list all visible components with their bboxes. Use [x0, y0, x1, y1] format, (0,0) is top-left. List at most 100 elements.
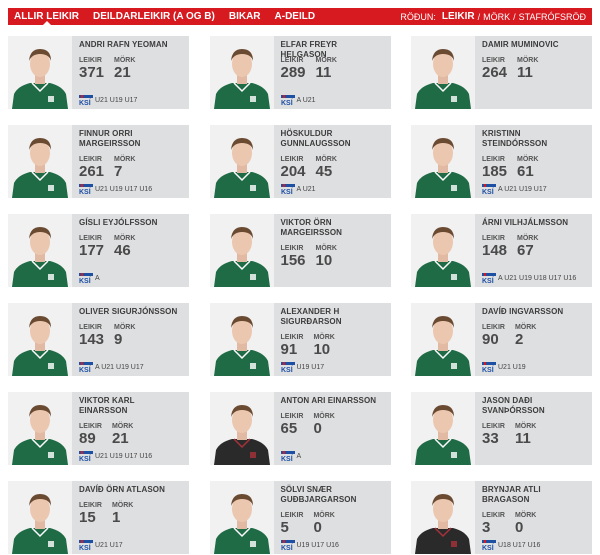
national-teams: U21 U19 U17 U16 — [95, 186, 153, 193]
national-teams: A U21 — [296, 186, 316, 193]
player-photo — [209, 214, 274, 287]
goals-stat: MÖRK 0 — [313, 512, 334, 536]
goals-value: 0 — [313, 519, 322, 536]
player-info: JASON DAÐI SVANÞÓRSSON LEIKIR 33 MÖRK 11 — [475, 392, 592, 465]
games-stat: LEIKIR 264 — [482, 57, 507, 81]
player-photo — [411, 303, 475, 376]
player-stats: LEIKIR 3 MÖRK 0 — [482, 512, 546, 536]
player-card[interactable]: ELFAR FREYR HELGASON LEIKIR 289 MÖRK 11 KSÍ A … — [209, 36, 391, 109]
ksi-logo-icon: KSÍ — [482, 184, 496, 194]
player-photo — [411, 481, 475, 554]
player-photo — [209, 125, 274, 198]
sort-alphabetical[interactable]: STAFRÓFSRÖÐ — [518, 11, 586, 22]
player-card[interactable]: DAMIR MUMINOVIC LEIKIR 264 MÖRK 11 — [411, 36, 592, 109]
ksi-logo-icon: KSÍ — [79, 184, 93, 194]
player-card[interactable]: ÁRNI VILHJÁLMSSON LEIKIR 148 MÖRK 67 KSÍ A U21… — [411, 214, 592, 287]
goals-label: MÖRK — [514, 512, 537, 519]
svg-text:KSÍ: KSÍ — [79, 276, 92, 283]
player-card[interactable]: DAVÍÐ ÖRN ATLASON LEIKIR 15 MÖRK 1 KSÍ U21 U17 — [8, 481, 189, 554]
goals-label: MÖRK — [315, 245, 337, 252]
svg-text:KSÍ: KSÍ — [482, 187, 495, 194]
sort-by-goals[interactable]: MÖRK — [483, 11, 511, 22]
games-label: LEIKIR — [482, 423, 505, 430]
player-info: BRYNJAR ATLI BRAGASON LEIKIR 3 MÖRK 0 KSÍ U18 … — [475, 481, 592, 554]
player-info: SÖLVI SNÆR GUÐBJARGARSON LEIKIR 5 MÖRK 0 KSÍ U… — [273, 481, 391, 554]
player-card[interactable]: OLIVER SIGURJÓNSSON LEIKIR 143 MÖRK 9 KSÍ A U2… — [8, 303, 189, 376]
goals-stat: MÖRK 61 — [517, 156, 538, 180]
ksi-logo-icon: KSÍ — [280, 184, 295, 194]
svg-text:KSÍ: KSÍ — [79, 543, 92, 550]
player-photo-art — [8, 303, 72, 376]
player-grid: ANDRI RAFN YEOMAN LEIKIR 371 MÖRK 21 KSÍ U21 U… — [8, 36, 592, 555]
player-card[interactable]: KRISTINN STEINDÓRSSON LEIKIR 185 MÖRK 61 KSÍ A… — [411, 125, 592, 198]
svg-text:KSÍ: KSÍ — [79, 187, 92, 194]
goals-value: 61 — [517, 163, 534, 180]
player-card[interactable]: GÍSLI EYJÓLFSSON LEIKIR 177 MÖRK 46 KSÍ A — [8, 214, 189, 287]
player-card[interactable]: BRYNJAR ATLI BRAGASON LEIKIR 3 MÖRK 0 KSÍ U18 … — [411, 481, 592, 554]
player-card[interactable]: HÖSKULDUR GUNNLAUGSSON LEIKIR 204 MÖRK 45 KSÍ… — [209, 125, 391, 198]
goals-value: 11 — [517, 64, 533, 81]
tab-league-games[interactable]: DEILDARLEIKIR (A OG B) — [93, 11, 215, 22]
games-value: 143 — [79, 331, 105, 348]
player-photo-art — [8, 36, 72, 109]
svg-text:KSÍ: KSÍ — [79, 365, 92, 372]
games-value: 3 — [482, 519, 491, 536]
player-name: BRYNJAR ATLI BRAGASON — [482, 485, 541, 504]
player-name: OLIVER SIGURJÓNSSON — [79, 307, 178, 316]
sort-separator: / — [513, 11, 516, 22]
player-photo-art — [209, 125, 274, 198]
player-card[interactable]: VIKTOR KARL EINARSSON LEIKIR 89 MÖRK 21 KSÍ U2… — [8, 392, 189, 465]
player-card[interactable]: DAVÍÐ INGVARSSON LEIKIR 90 MÖRK 2 KSÍ U21 U19 — [411, 303, 592, 376]
svg-text:KSÍ: KSÍ — [281, 98, 294, 105]
svg-text:KSÍ: KSÍ — [281, 187, 294, 194]
player-stats: LEIKIR 156 MÖRK 10 — [281, 245, 347, 269]
games-label: LEIKIR — [79, 156, 102, 163]
games-label: LEIKIR — [482, 57, 505, 64]
player-stats: LEIKIR 177 MÖRK 46 — [79, 235, 145, 259]
player-card[interactable]: VIKTOR ÖRN MARGEIRSSON LEIKIR 156 MÖRK 10 — [209, 214, 391, 287]
goals-label: MÖRK — [313, 334, 335, 341]
svg-text:KSÍ: KSÍ — [79, 98, 92, 105]
goals-stat: MÖRK 2 — [515, 324, 536, 348]
games-value: 185 — [482, 163, 508, 180]
goals-label: MÖRK — [114, 57, 136, 64]
goals-value: 21 — [114, 64, 131, 81]
player-stats: LEIKIR 261 MÖRK 7 — [79, 156, 145, 180]
player-card[interactable]: SÖLVI SNÆR GUÐBJARGARSON LEIKIR 5 MÖRK 0 KSÍ U… — [209, 481, 391, 554]
player-card[interactable]: FINNUR ORRI MARGEIRSSON LEIKIR 261 MÖRK 7 KSÍ… — [8, 125, 189, 198]
goals-value: 10 — [313, 341, 331, 358]
player-stats: LEIKIR 15 MÖRK 1 — [79, 502, 143, 526]
goals-stat: MÖRK 0 — [515, 512, 536, 536]
player-photo-art — [411, 125, 475, 198]
games-stat: LEIKIR 90 — [482, 324, 505, 348]
sort-by-games[interactable]: LEIKIR — [441, 11, 475, 22]
tab-a-division[interactable]: A-DEILD — [274, 11, 316, 22]
ksi-logo-icon: KSÍ — [79, 95, 93, 105]
ksi-logo-icon: KSÍ — [280, 95, 295, 105]
player-card[interactable]: ANTON ARI EINARSSON LEIKIR 65 MÖRK 0 KSÍ A — [209, 392, 391, 465]
games-label: LEIKIR — [280, 334, 304, 341]
games-value: 261 — [79, 163, 105, 180]
goals-value: 9 — [114, 331, 123, 348]
player-card[interactable]: ANDRI RAFN YEOMAN LEIKIR 371 MÖRK 21 KSÍ U21 U… — [8, 36, 189, 109]
goals-value: 21 — [111, 430, 129, 447]
player-photo — [8, 303, 72, 376]
tab-all-games[interactable]: ALLIR LEIKIR — [14, 8, 79, 25]
tab-cup[interactable]: BIKAR — [228, 11, 261, 22]
player-card[interactable]: ALEXANDER H SIGURÐARSON LEIKIR 91 MÖRK 10 KSÍ… — [209, 303, 391, 376]
player-photo — [8, 36, 72, 109]
player-stats: LEIKIR 371 MÖRK 21 — [79, 57, 145, 81]
player-stats: LEIKIR 5 MÖRK 0 — [281, 512, 345, 536]
svg-text:KSÍ: KSÍ — [281, 543, 294, 550]
player-photo — [411, 392, 475, 465]
player-name: ANTON ARI EINARSSON — [280, 396, 377, 405]
games-label: LEIKIR — [79, 423, 102, 430]
national-teams: U19 U17 U16 — [296, 542, 339, 549]
games-label: LEIKIR — [280, 413, 304, 420]
games-label: LEIKIR — [280, 57, 304, 64]
player-row: GÍSLI EYJÓLFSSON LEIKIR 177 MÖRK 46 KSÍ A VIKTO… — [8, 214, 592, 287]
player-card[interactable]: JASON DAÐI SVANÞÓRSSON LEIKIR 33 MÖRK 11 — [411, 392, 592, 465]
games-label: LEIKIR — [482, 235, 505, 242]
goals-value: 67 — [517, 242, 534, 259]
player-name: FINNUR ORRI MARGEIRSSON — [79, 129, 141, 148]
